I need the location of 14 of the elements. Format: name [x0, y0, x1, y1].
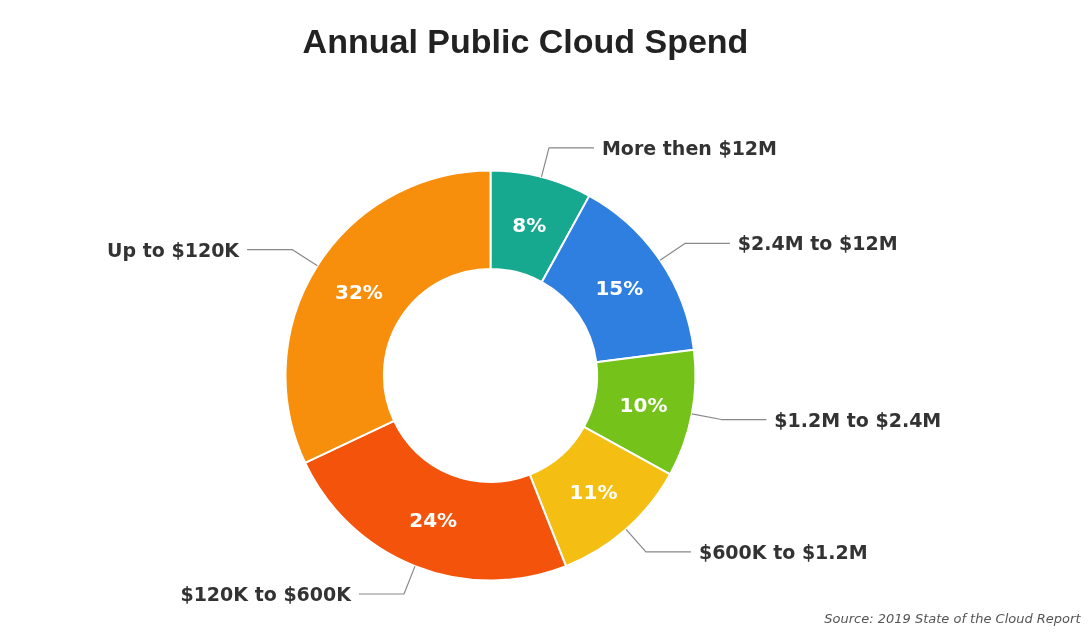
- slice-label: $1.2M to $2.4M: [774, 408, 942, 431]
- data-label: 8%: [512, 212, 547, 237]
- data-label: 11%: [569, 480, 618, 505]
- slice-label: Up to $120K: [107, 238, 241, 261]
- data-label: 32%: [335, 280, 383, 305]
- slice-label: $120K to $600K: [180, 583, 353, 605]
- slice-label: $600K to $1.2M: [698, 540, 868, 563]
- data-label: 24%: [409, 508, 458, 533]
- slice-label: $2.4M to $12M: [737, 232, 898, 255]
- source-note: Source: 2019 State of the Cloud Report: [824, 610, 1082, 626]
- data-label: 15%: [595, 275, 644, 300]
- chart-title: Annual Public Cloud Spend: [302, 21, 749, 60]
- data-label: 10%: [619, 392, 668, 417]
- slice-label: More then $12M: [601, 136, 777, 159]
